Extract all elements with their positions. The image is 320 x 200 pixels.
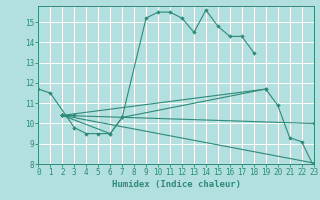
X-axis label: Humidex (Indice chaleur): Humidex (Indice chaleur) (111, 180, 241, 189)
